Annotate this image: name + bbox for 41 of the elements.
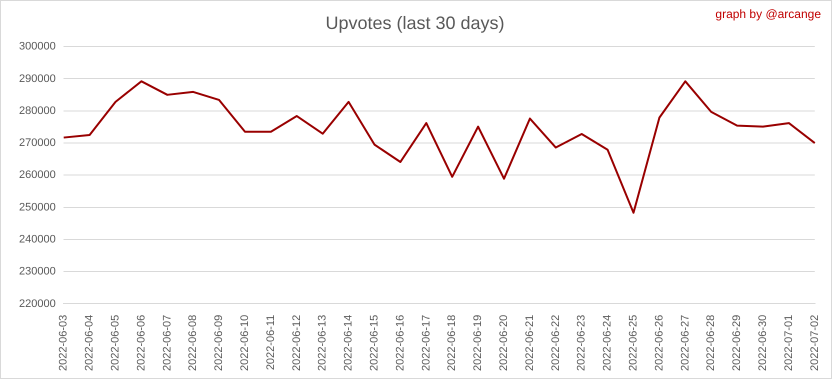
x-tick-label: 2022-06-15 [368,314,381,372]
x-tick-label: 2022-06-05 [110,314,122,372]
x-tick-label: 2022-06-08 [187,314,200,372]
x-tick-label: 2022-06-04 [84,314,96,372]
x-tick-label: 2022-06-12 [290,314,303,372]
y-tick-label: 270000 [18,137,56,150]
x-tick-label: 2022-06-17 [420,314,432,372]
x-tick-label: 2022-06-11 [264,314,277,370]
x-tick-label: 2022-06-06 [135,314,148,372]
x-tick-label: 2022-06-10 [239,314,252,372]
x-tick-label: 2022-06-20 [498,314,510,372]
y-tick-label: 280000 [18,104,56,117]
x-tick-label: 2022-06-09 [213,314,226,372]
y-tick-label: 230000 [18,266,56,278]
y-tick-label: 250000 [18,201,56,214]
x-tick-label: 2022-06-13 [316,314,329,372]
x-tick-label: 2022-06-22 [550,314,562,372]
x-tick-label: 2022-06-19 [472,314,484,372]
y-tick-label: 300000 [18,40,56,53]
x-tick-label: 2022-06-30 [757,314,770,372]
x-tick-label: 2022-06-21 [524,314,536,372]
x-tick-label: 2022-06-25 [628,314,640,372]
x-tick-label: 2022-06-23 [576,314,588,372]
x-tick-label: 2022-06-07 [161,314,174,372]
y-tick-label: 260000 [18,169,56,182]
y-tick-label: 290000 [18,72,56,85]
y-tick-label: 240000 [18,233,56,246]
y-tick-label: 220000 [18,298,56,310]
x-tick-label: 2022-06-24 [602,314,614,372]
text: graph by @arcange [715,7,821,21]
x-tick-label: 2022-06-18 [446,314,458,372]
x-tick-label: 2022-06-27 [679,314,692,372]
chart-title: Upvotes (last 30 days) [325,12,505,33]
x-tick-label: 2022-06-16 [394,314,406,372]
x-tick-label: 2022-07-01 [782,314,795,372]
x-tick-label: 2022-06-14 [342,314,355,372]
x-tick-label: 2022-06-28 [705,314,718,372]
x-tick-label: 2022-06-29 [731,314,744,372]
x-tick-label: 2022-06-03 [58,314,70,372]
x-tick-label: 2022-06-26 [653,314,666,372]
x-tick-label: 2022-07-02 [808,314,821,372]
